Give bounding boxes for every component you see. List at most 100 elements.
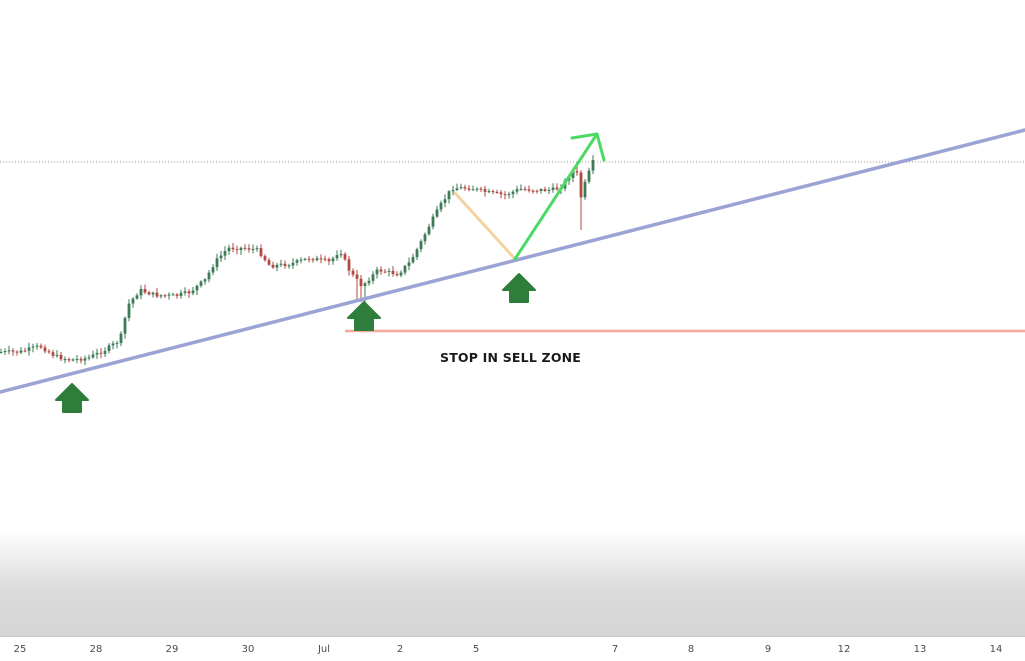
candle-body [3,351,7,352]
candle-body [159,295,163,297]
candle-body [175,294,179,296]
candle-body [451,190,455,192]
candle-body [571,171,575,178]
candle-body [431,216,435,227]
candle-body [399,272,403,276]
candle-body [123,317,127,334]
candle-body [343,254,347,260]
candle-body [459,187,463,189]
candle-body [55,354,59,356]
candle-body [239,247,243,250]
x-tick-label: 5 [472,644,480,655]
candle-body [139,289,143,296]
candle-body [7,350,11,352]
candle-body [187,291,191,294]
candle-body [291,262,295,266]
candle-body [319,258,323,260]
candle-body [403,266,407,273]
candle-body [223,251,227,256]
x-tick-label: 12 [837,644,851,655]
candle-body [555,187,559,190]
x-tick-label: 28 [89,644,103,655]
candle-body [543,189,547,191]
candle-body [471,189,475,191]
candle-body [11,350,15,352]
candle-body [171,294,175,296]
projection-arrow[interactable] [513,132,606,261]
candle-body [487,191,491,193]
candle-body [351,270,355,275]
candle-body [363,283,367,286]
candle-body [235,249,239,251]
x-tick-label: 8 [687,644,695,655]
candle-body [23,350,27,352]
candlestick-series [0,155,595,365]
candle-body [59,354,63,360]
x-tick-label: 7 [611,644,619,655]
candle-body [467,188,471,190]
x-tick-label: 29 [165,644,179,655]
candle-body [167,294,171,296]
candle-body [251,249,255,250]
x-tick-label: 2 [396,644,404,655]
candle-body [287,265,291,267]
candle-body [203,279,207,282]
candle-body [263,256,267,261]
candle-body [103,351,107,354]
candle-body [259,248,263,256]
candle-body [335,255,339,259]
candle-body [27,347,31,351]
support-arrow-1 [55,383,89,413]
candle-body [227,247,231,252]
candle-body [583,181,587,198]
candle-body [443,199,447,203]
candle-body [255,248,259,250]
ascending-trendline[interactable] [0,128,1025,394]
candle-body [47,351,51,353]
candle-body [247,248,251,250]
x-tick-label: 13 [913,644,927,655]
candle-body [195,285,199,291]
candle-body [163,295,167,297]
x-axis: 25 28 29 30 Jul 2 5 7 8 9 12 13 14 [0,636,1025,661]
candle-body [283,263,287,267]
candle-body [215,258,219,268]
candle-body [503,194,507,196]
candle-body [535,190,539,192]
candle-body [207,272,211,280]
candle-body [575,171,579,173]
candle-body [331,258,335,262]
candle-body [191,290,195,294]
candle-body [339,254,343,256]
candle-body [579,172,583,198]
candle-body [219,255,223,259]
candle-body [179,292,183,296]
candle-body [463,187,467,189]
candle-body [295,260,299,263]
candle-body [43,347,47,352]
candle-body [479,188,483,190]
candle-body [243,247,247,249]
candle-body [299,259,303,261]
candle-body [367,280,371,284]
candle-body [435,209,439,217]
candle-body [31,346,35,348]
candle-body [539,189,543,191]
candle-body [267,260,271,265]
candle-body [519,188,523,190]
candle-body [15,351,19,353]
candle-body [19,350,23,353]
candle-body [499,192,503,195]
candle-body [523,188,527,190]
pullback-line[interactable] [453,191,517,261]
support-arrow-3 [502,273,536,303]
candle-body [379,269,383,272]
candle-body [547,190,551,191]
support-arrow-2 [347,301,381,331]
candle-body [395,274,399,276]
candle-body [75,358,79,360]
candle-body [211,267,215,273]
candle-body [279,263,283,265]
